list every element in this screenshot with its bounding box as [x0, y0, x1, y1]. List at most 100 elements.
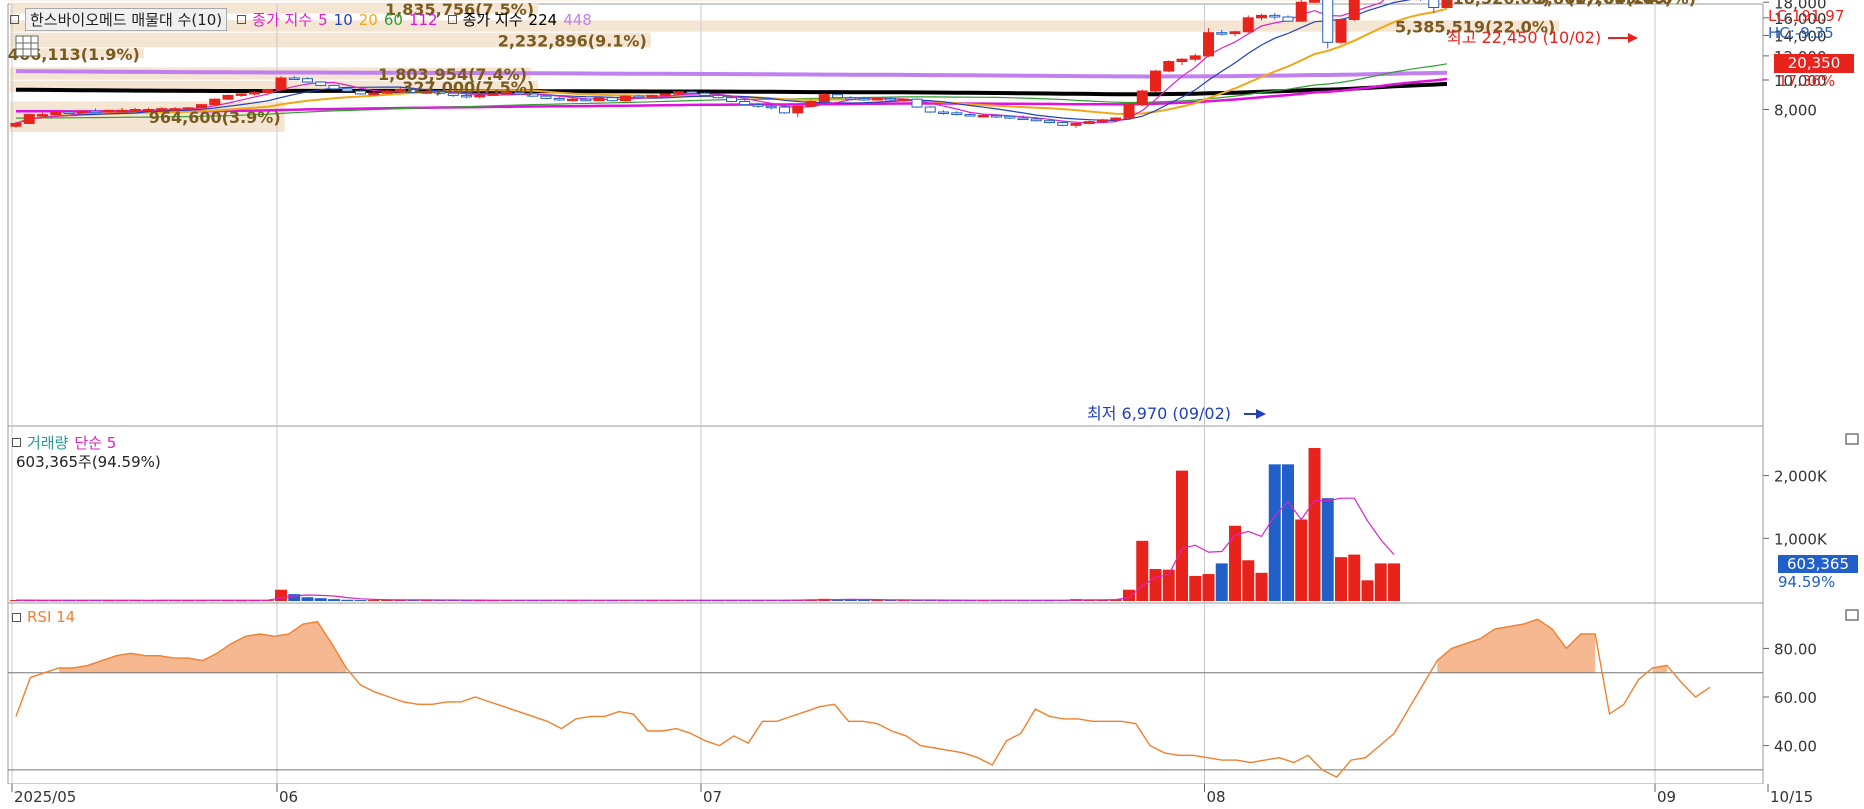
rsi-square-icon [12, 612, 21, 622]
date-axis-labels: 2025/05060708091010/15 [11, 784, 1813, 806]
candle-body [659, 93, 671, 96]
candle-body [1242, 17, 1254, 33]
volume-profile-label: 964,600(3.9%) [149, 108, 281, 127]
volume-bar [1321, 498, 1334, 601]
volume-bar [1282, 464, 1294, 601]
date-axis-label: 09 [1657, 788, 1676, 806]
candle-body [434, 91, 446, 94]
candle-body [567, 98, 578, 102]
volume-bar [937, 600, 950, 602]
candle-body [871, 97, 883, 101]
candle-body [1030, 118, 1042, 122]
volume-bar [328, 599, 340, 601]
high-annotation-label: 최고 22,450 (10/02) [1447, 28, 1601, 47]
long-ma-legend-label[interactable]: 종가 지수 [462, 11, 523, 29]
volume-bar [1136, 540, 1149, 601]
candle-body [500, 91, 512, 95]
candle-body [1203, 32, 1214, 57]
candle-body [1189, 55, 1201, 60]
candle-body [1097, 119, 1108, 123]
candle-body [63, 111, 75, 115]
ma-448-line [15, 69, 1448, 79]
volume-profile-label: 1,835,756(7.5%) [385, 0, 534, 19]
volume-profile-extra-label: (17,099.00) [1567, 0, 1672, 8]
volume-profile-band [10, 80, 539, 93]
chart-header: 한스바이오메드 매물대 수(10) 종가 지수 5 10 20 60 112 종… [10, 8, 592, 31]
rsi-line-layer [8, 618, 1763, 778]
candle-body [1216, 32, 1228, 35]
candle-body [394, 89, 406, 92]
volume-title[interactable]: 거래량 [27, 434, 69, 452]
ma-224-legend: 224 [528, 10, 558, 29]
candle-body [249, 91, 260, 95]
candle-body [911, 98, 923, 108]
candle-body [1083, 121, 1095, 124]
volume-bar [1361, 580, 1374, 601]
volume-bar [275, 589, 287, 601]
candle-body [553, 97, 565, 101]
candle-body [103, 109, 115, 113]
candle-body [288, 77, 300, 81]
candle-body [209, 98, 221, 106]
volume-bar [884, 599, 897, 601]
candle-body [487, 93, 499, 96]
date-axis-label: 08 [1207, 788, 1226, 806]
candle-body [368, 92, 380, 96]
volume-panel[interactable]: 2,000K 1,000K 603,365 94.59% [8, 433, 1859, 604]
volume-profile-label: 466,113(1.9%) [8, 45, 140, 64]
volume-bar [1109, 599, 1122, 601]
long-ma-square-icon [447, 15, 457, 24]
volume-bar [844, 599, 857, 601]
candle-body [951, 112, 963, 116]
volume-bar [1388, 563, 1400, 601]
candle-body [606, 97, 618, 102]
right-header: LC:191.97 HC:-9.35 [1768, 8, 1844, 42]
volume-bar [182, 600, 195, 602]
candle-body [712, 94, 724, 99]
volume-profile-label: 5,385,519(22.0%) [1395, 18, 1555, 37]
candle-body [646, 94, 658, 98]
volume-bar [1308, 448, 1321, 601]
ma-20-legend: 20 [358, 10, 378, 29]
ma-448-legend: 448 [563, 10, 592, 29]
rsi-axis-label: 80.00 [1774, 640, 1817, 658]
candle-body [1136, 90, 1148, 106]
candle-body [341, 88, 353, 92]
candle-body [50, 111, 62, 116]
volume-sma-label[interactable]: 단순 5 [74, 434, 117, 452]
price-panel[interactable]: 3,755,857(15.4%)315,811(1.3%)5,860,704(2… [0, 0, 1864, 784]
candle-body [580, 98, 592, 102]
rsi-panel-minimize-icon[interactable] [1845, 609, 1859, 621]
volume-bar [288, 594, 301, 601]
volume-sma5-line [16, 497, 1395, 601]
volume-bar [1162, 569, 1175, 601]
date-axis-background [8, 784, 1864, 809]
candle-body [633, 95, 645, 99]
volume-panel-minimize-icon[interactable] [1845, 433, 1859, 445]
candle-body [1256, 14, 1267, 19]
price-axis-label: 10,000 [1774, 72, 1827, 90]
candle-body [10, 122, 22, 127]
candle-body [381, 90, 393, 94]
last-change-pct: 17.36% [1778, 72, 1836, 90]
date-axis-label: 06 [279, 788, 298, 806]
rsi-title[interactable]: RSI 14 [27, 608, 76, 626]
date-axis-label: 07 [703, 788, 722, 806]
lc-label: LC:191.97 [1768, 7, 1845, 25]
candle-body [527, 93, 539, 97]
last-price-badge: 20,350 [1774, 54, 1854, 73]
candle-body [1176, 58, 1188, 63]
candle-body [1322, 0, 1334, 43]
ma-5-legend: 5 [318, 10, 328, 29]
chart-title[interactable]: 한스바이오메드 매물대 수(10) [25, 8, 228, 31]
table-icon[interactable] [15, 35, 39, 57]
price-axis-label: 18,000 [1774, 0, 1827, 12]
candle-body [23, 114, 35, 124]
volume-bar [1123, 589, 1135, 601]
candle-body [765, 105, 777, 109]
candle-body [1428, 0, 1440, 8]
volume-bar [1255, 572, 1268, 601]
ma-legend-label[interactable]: 종가 지수 [252, 11, 313, 29]
volume-bar [1229, 525, 1241, 601]
